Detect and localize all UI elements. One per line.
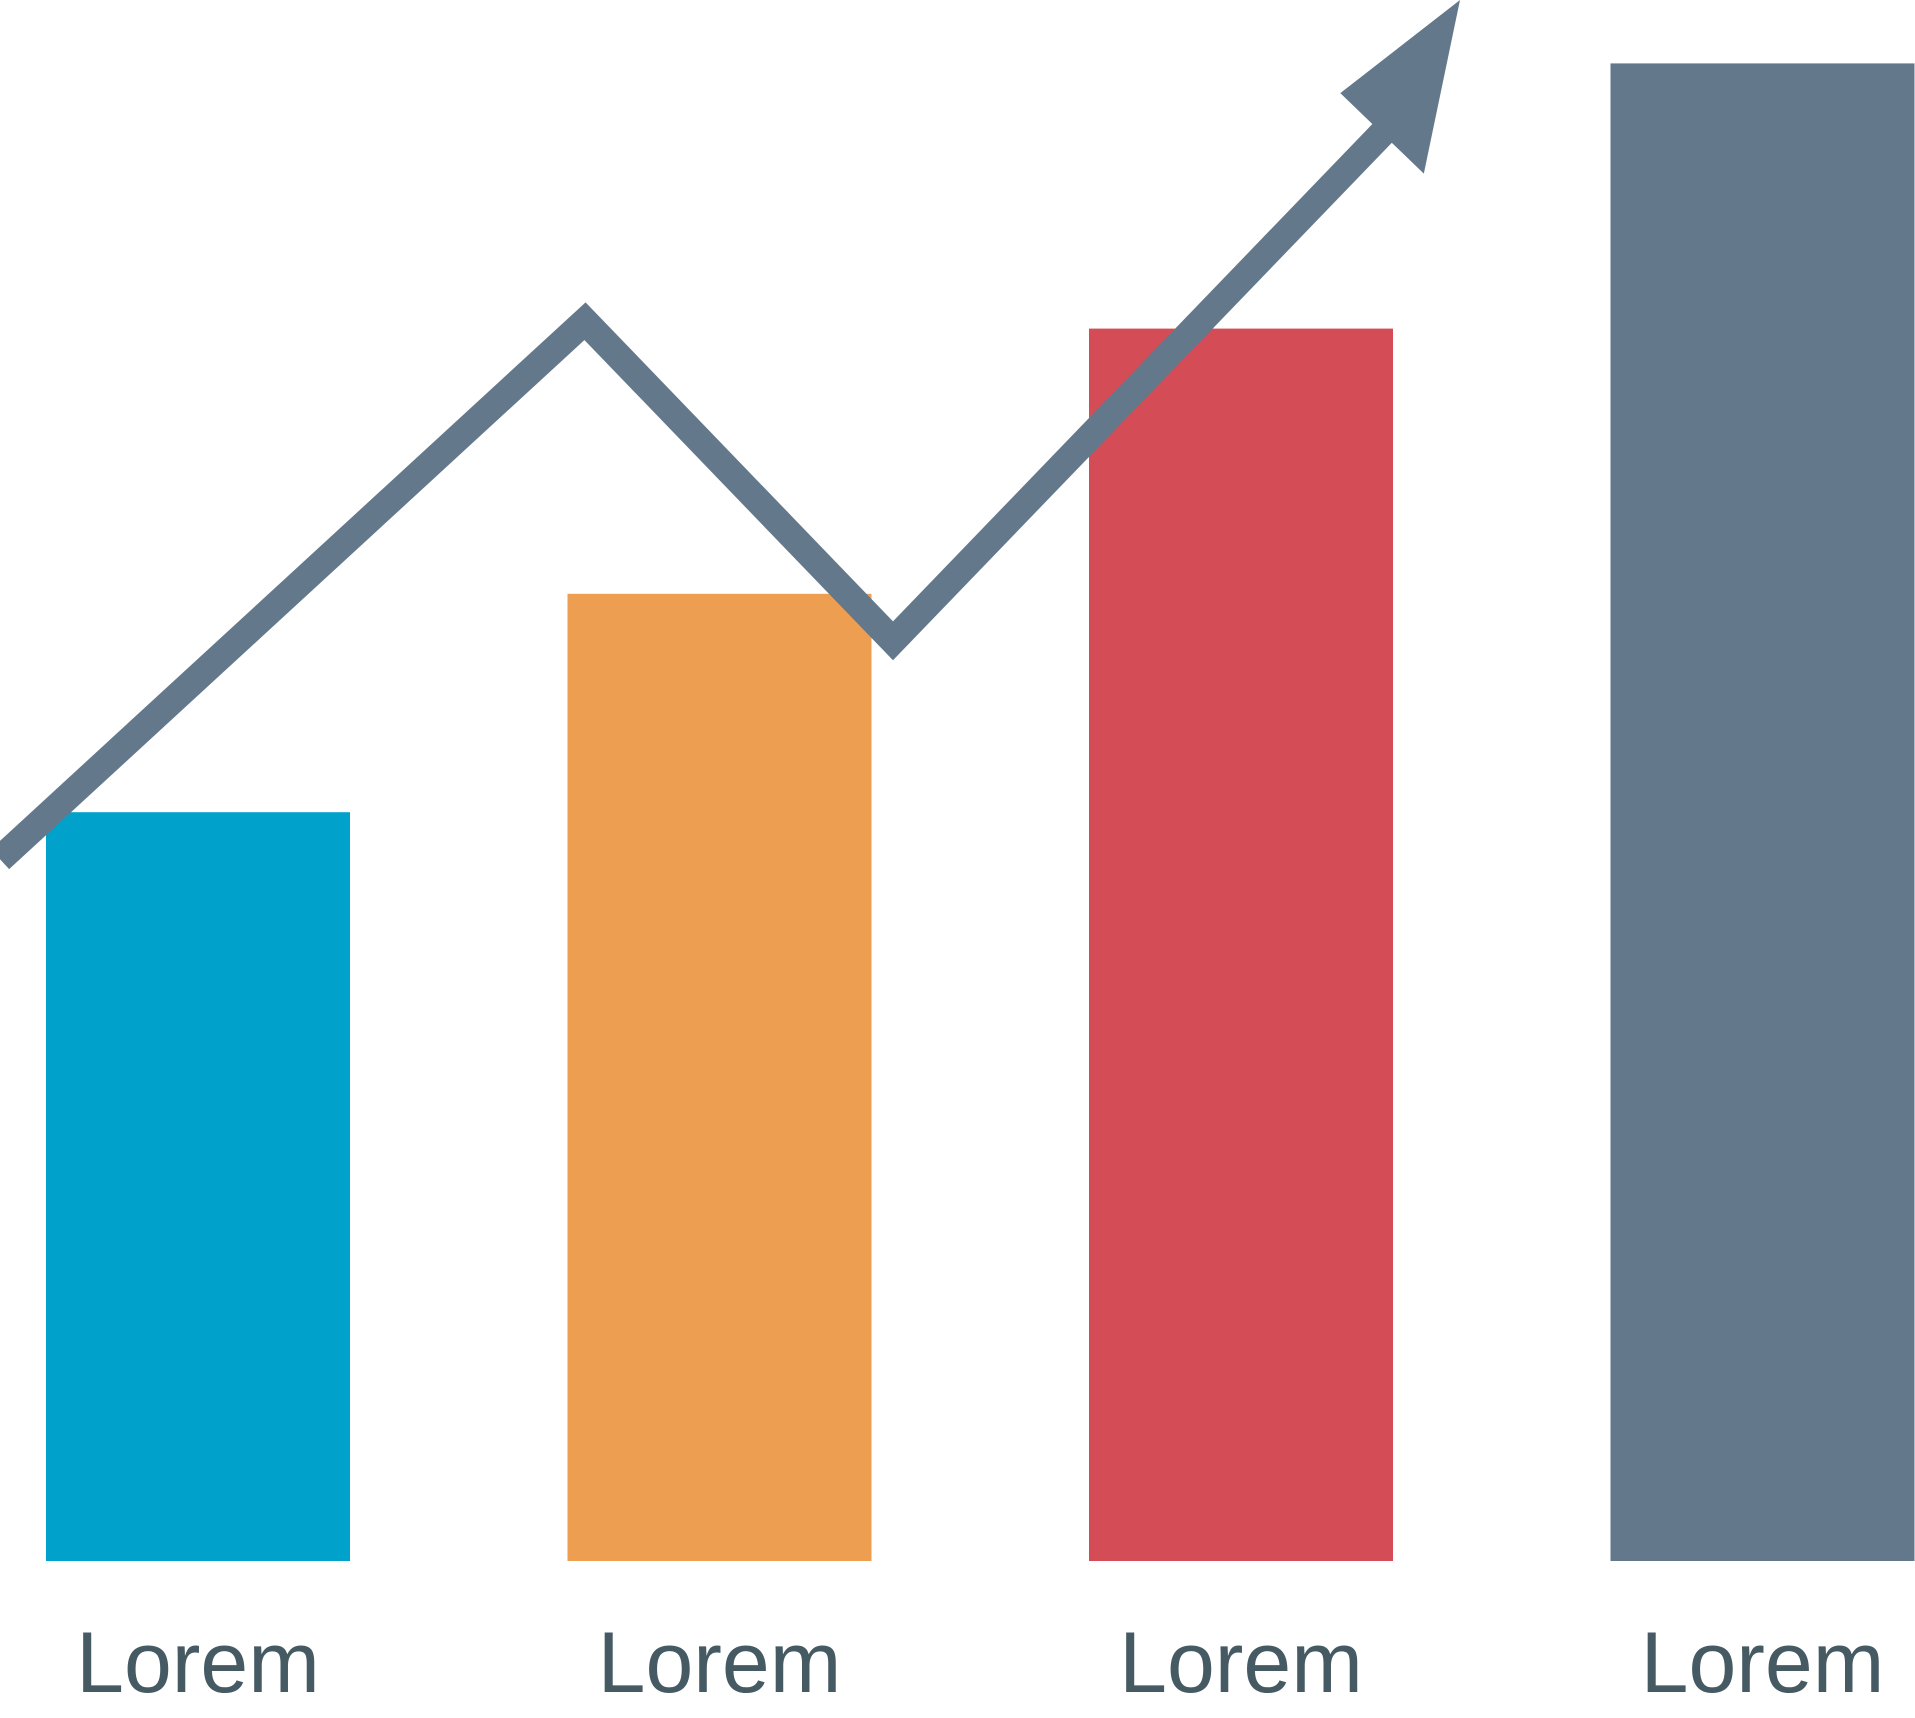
category-label-1: Lorem bbox=[76, 1615, 320, 1711]
bar-group bbox=[46, 63, 1915, 1562]
bar-1 bbox=[46, 812, 350, 1561]
trend-group bbox=[0, 0, 1460, 870]
category-label-2: Lorem bbox=[598, 1615, 842, 1711]
bar-4 bbox=[1610, 63, 1915, 1561]
trend-line bbox=[0, 109, 1406, 870]
category-label-group: Lorem Lorem Lorem Lorem bbox=[76, 1615, 1884, 1711]
category-label-4: Lorem bbox=[1641, 1615, 1885, 1711]
category-label-3: Lorem bbox=[1119, 1615, 1363, 1711]
bar-2 bbox=[567, 593, 872, 1561]
bar-3 bbox=[1089, 328, 1393, 1562]
arrow-head-icon bbox=[1340, 0, 1460, 174]
